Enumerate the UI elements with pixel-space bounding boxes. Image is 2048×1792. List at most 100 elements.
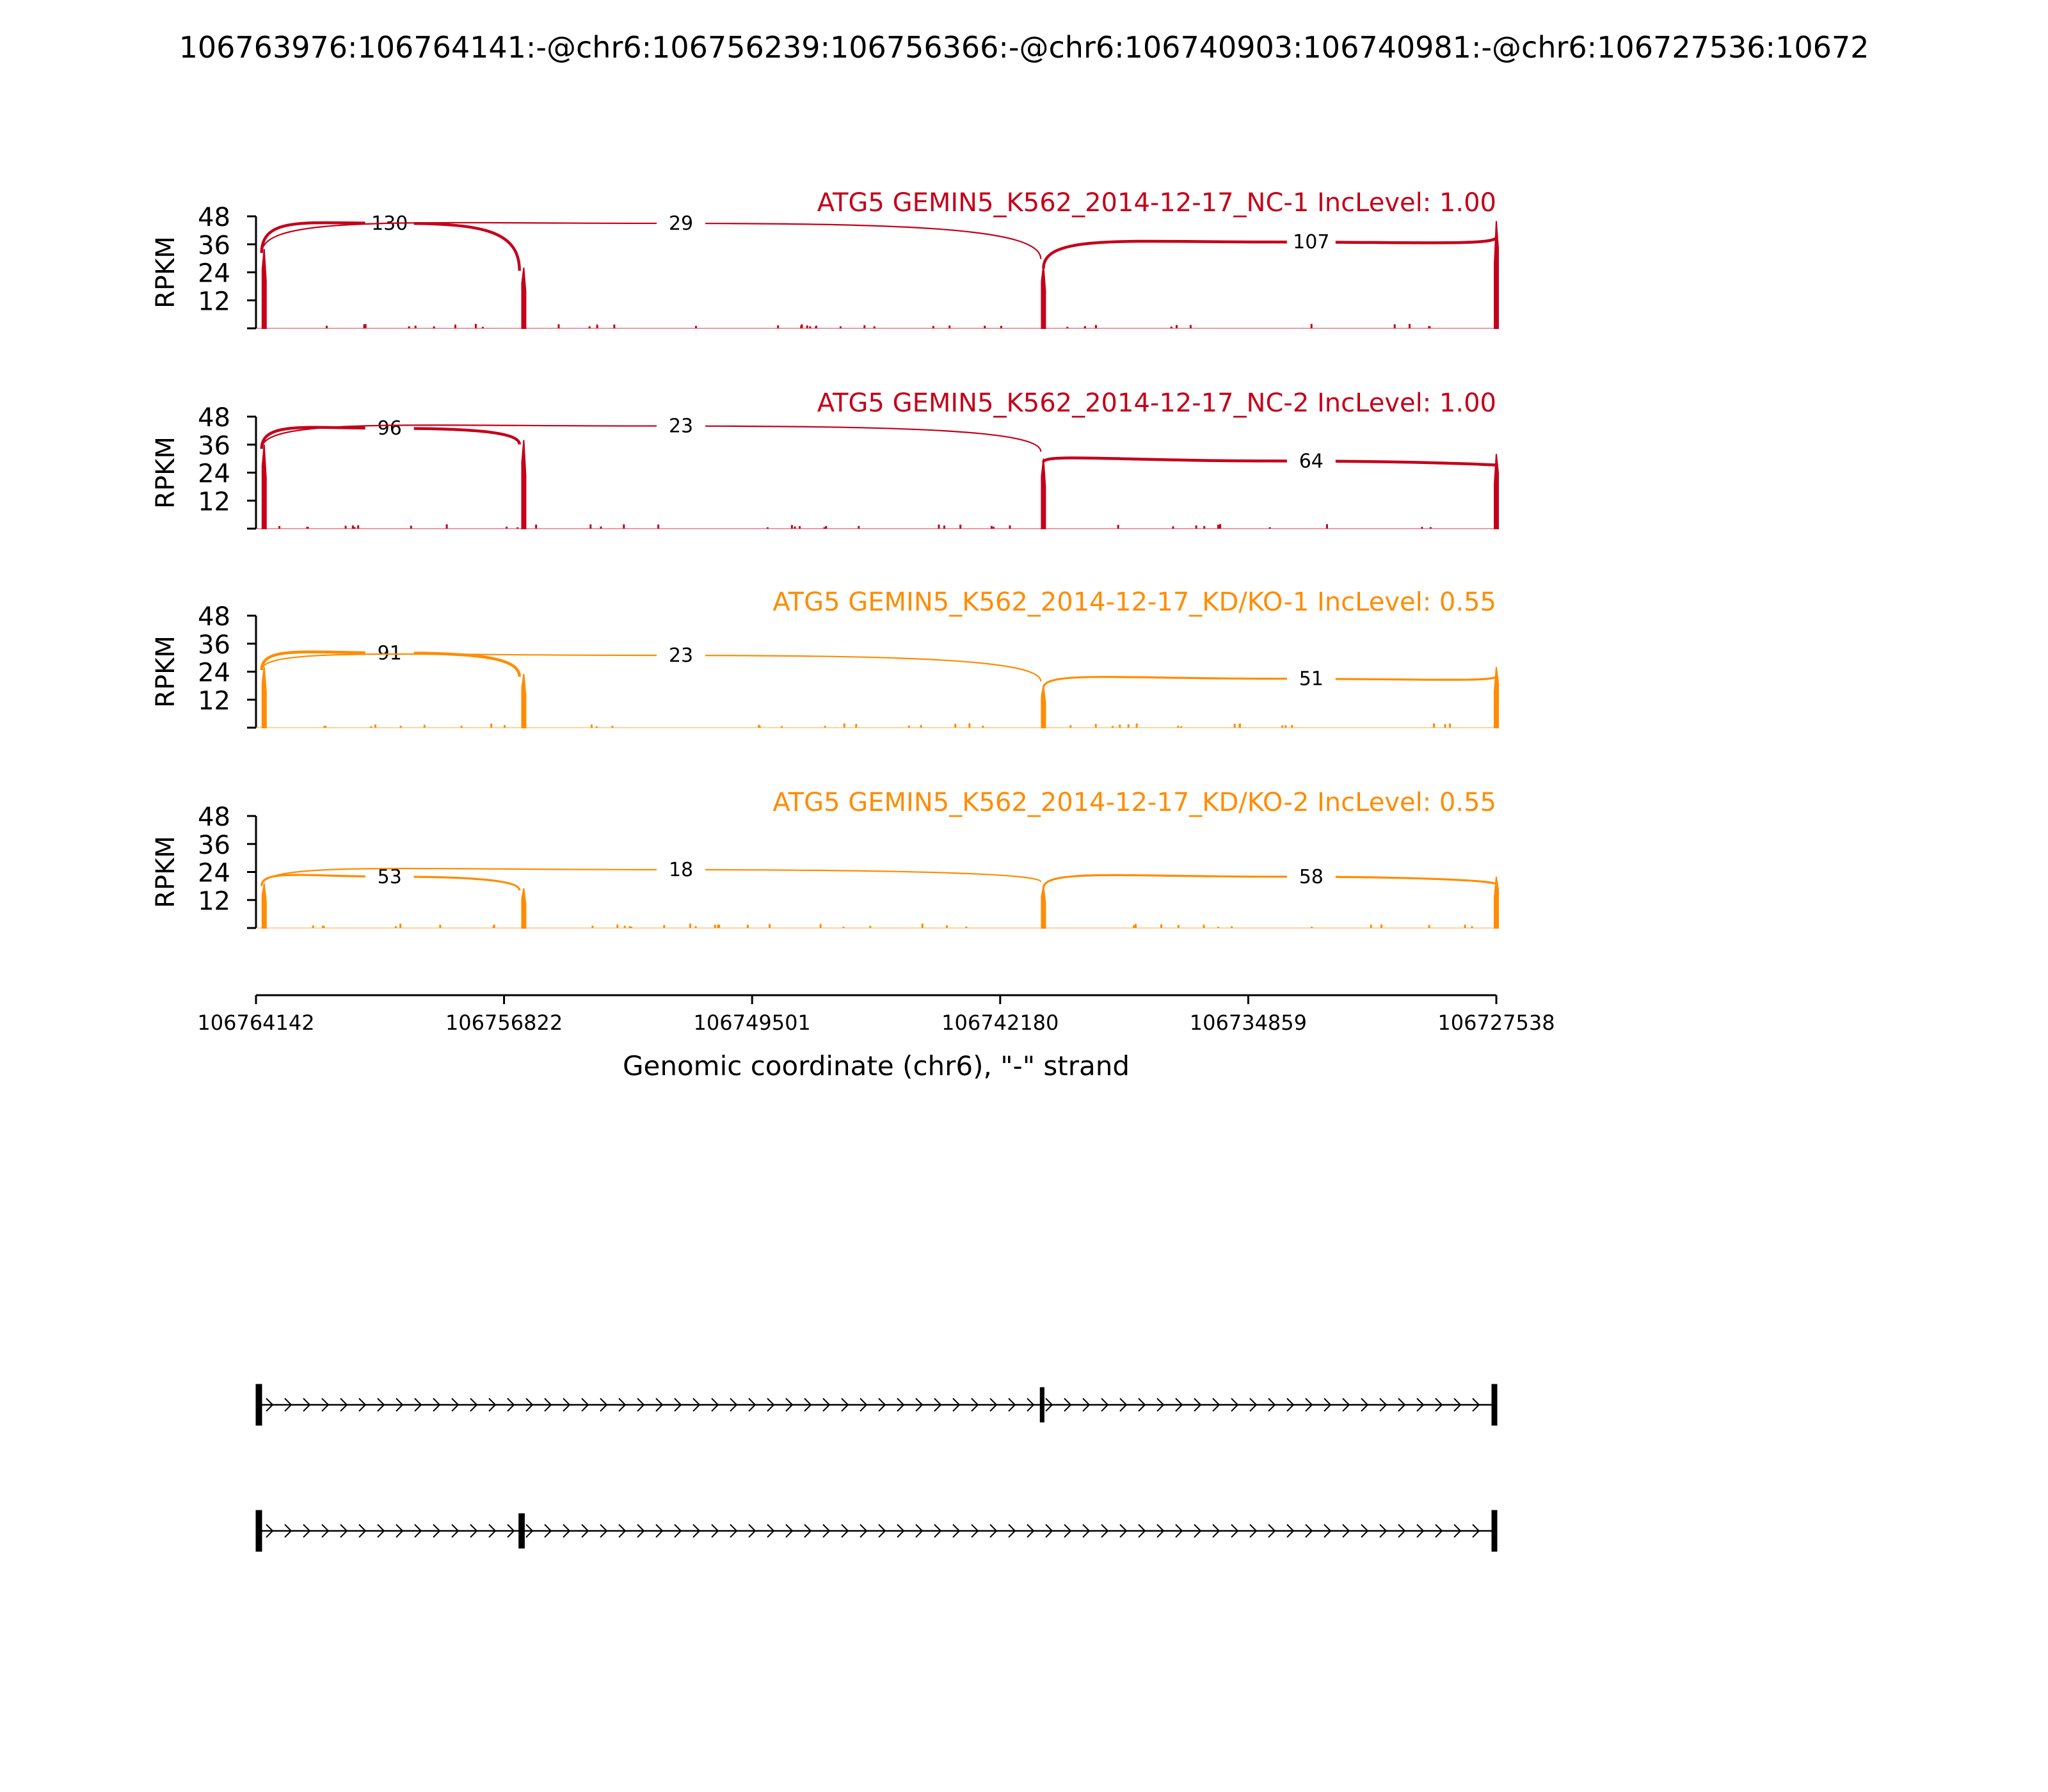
exon-coverage [261,667,267,728]
exon-coverage [521,674,527,728]
strand-arrow [841,1398,849,1412]
strand-arrow [767,1524,775,1538]
junction-count-label: 18 [669,859,693,881]
panel-sample-label: ATG5 GEMIN5_K562_2014-12-17_KD/KO-1 IncL… [772,588,1496,617]
strand-arrow [860,1398,868,1412]
strand-arrow [544,1398,552,1412]
exon-coverage [261,444,267,529]
strand-arrow [674,1398,682,1412]
junction-arc [1042,675,1498,688]
strand-arrow [915,1524,924,1538]
strand-arrow [804,1524,812,1538]
exon-coverage [1494,221,1499,329]
strand-arrow [841,1524,849,1538]
exon-block [255,1510,262,1552]
y-tick-label: 48 [198,602,230,632]
exon-block [1039,1387,1044,1423]
strand-arrow [1082,1398,1091,1412]
strand-arrow [377,1398,385,1412]
strand-arrow [1361,1524,1369,1538]
panel-sample-label: ATG5 GEMIN5_K562_2014-12-17_KD/KO-2 IncL… [772,788,1496,817]
strand-arrow [1119,1524,1128,1538]
isoform-model [255,1510,1498,1552]
strand-arrow [284,1524,292,1538]
junction-count-label: 107 [1293,231,1329,253]
exon-coverage [261,883,267,929]
y-tick-label: 24 [198,460,230,489]
strand-arrow [952,1524,961,1538]
junction-count-label: 91 [378,642,402,664]
exon-block [518,1513,525,1549]
strand-arrow [860,1524,868,1538]
strand-arrow [358,1524,367,1538]
strand-arrow [637,1398,645,1412]
strand-arrow [1045,1398,1053,1412]
strand-arrow [1268,1398,1276,1412]
junction-arc [260,424,1042,452]
strand-arrow [340,1398,348,1412]
strand-arrow [544,1524,552,1538]
junction-label-bg [657,855,706,881]
y-tick-label: 36 [198,231,230,260]
strand-arrow [433,1524,441,1538]
strand-arrow [470,1398,478,1412]
strand-arrow [507,1524,515,1538]
figure-title: 106763976:106764141:-@chr6:106756239:106… [179,30,1869,65]
strand-arrow [692,1398,701,1412]
strand-arrow [1138,1524,1146,1538]
strand-arrow [1212,1398,1220,1412]
strand-arrow [303,1398,311,1412]
strand-arrow [377,1524,385,1538]
strand-arrow [321,1524,330,1538]
strand-arrow [618,1398,627,1412]
strand-arrow [878,1398,886,1412]
y-axis-label: RPKM [151,436,180,509]
genomic-x-axis: 106764142 106756822 106749501 106742180 1067… [197,994,1555,1082]
strand-arrow [414,1398,422,1412]
strand-arrow [934,1398,942,1412]
y-tick-label: 12 [198,886,230,916]
exon-coverage [261,248,267,329]
junction-label-bg [365,414,414,440]
strand-arrow [1101,1524,1109,1538]
junction-count-label: 23 [669,415,693,438]
exon-coverage [1041,886,1046,929]
exon-block [255,1384,262,1426]
strand-arrow [674,1524,682,1538]
strand-arrow [1194,1524,1202,1538]
strand-arrow [1064,1398,1072,1412]
strand-arrow [989,1398,998,1412]
strand-arrow [470,1524,478,1538]
strand-arrow [358,1398,367,1412]
strand-arrow [1416,1524,1425,1538]
strand-arrow [1324,1398,1332,1412]
strand-arrow [284,1398,292,1412]
strand-arrow [1175,1398,1183,1412]
junction-count-label: 23 [669,644,693,667]
exon-coverage [521,888,527,929]
junction-arc [260,653,1042,682]
strand-arrow [1156,1524,1165,1538]
strand-arrow [1082,1524,1091,1538]
exon-coverage [521,440,527,529]
strand-arrow [1064,1524,1072,1538]
strand-arrow [1305,1524,1313,1538]
strand-arrow [1342,1524,1350,1538]
strand-arrow [1138,1398,1146,1412]
strand-arrow [1194,1398,1202,1412]
junction-count-label: 51 [1299,668,1324,690]
strand-arrow [1101,1398,1109,1412]
y-tick-label: 12 [198,487,230,516]
strand-arrow [1324,1524,1332,1538]
strand-arrow [748,1398,756,1412]
exon-coverage [1494,876,1499,929]
strand-arrow [1342,1398,1350,1412]
y-tick-label: 24 [198,659,230,688]
junction-count-label: 58 [1299,866,1324,888]
y-tick-label: 24 [198,859,230,888]
y-tick-label: 36 [198,831,230,860]
y-tick-label: 48 [198,203,230,232]
junction-arc [1042,456,1498,467]
